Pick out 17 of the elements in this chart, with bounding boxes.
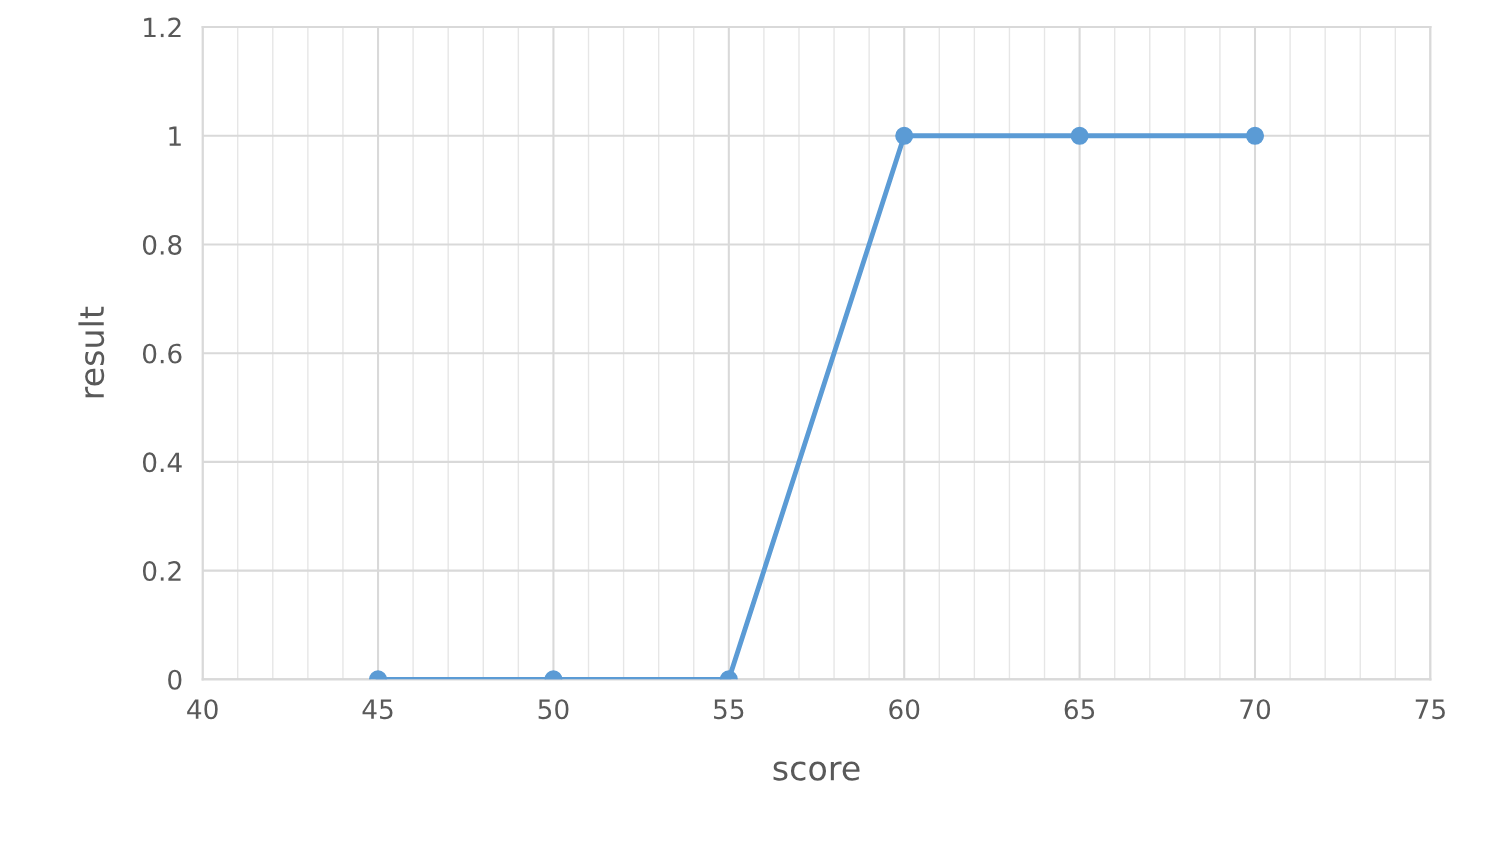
y-tick-label: 0.8 (142, 234, 182, 255)
x-tick-label: 65 (1064, 699, 1095, 720)
x-tick-label: 45 (362, 699, 393, 720)
y-axis-title: result (78, 306, 105, 398)
y-tick-label: 0.6 (142, 343, 182, 364)
x-tick-label: 70 (1240, 699, 1271, 720)
y-tick-label: 0.2 (142, 561, 181, 582)
x-tick-label: 75 (1415, 699, 1445, 720)
y-tick-label: 1 (169, 126, 181, 146)
x-tick-label: 60 (889, 699, 920, 720)
x-axis-title: score (773, 761, 860, 781)
y-tick-label: 1.2 (144, 17, 181, 38)
x-tick-label: 55 (714, 699, 744, 720)
x-tick-label: 40 (187, 699, 218, 720)
y-tick-label: 0.4 (142, 452, 182, 473)
y-tick-label: 0 (168, 669, 182, 690)
x-tick-label: 50 (538, 699, 569, 720)
